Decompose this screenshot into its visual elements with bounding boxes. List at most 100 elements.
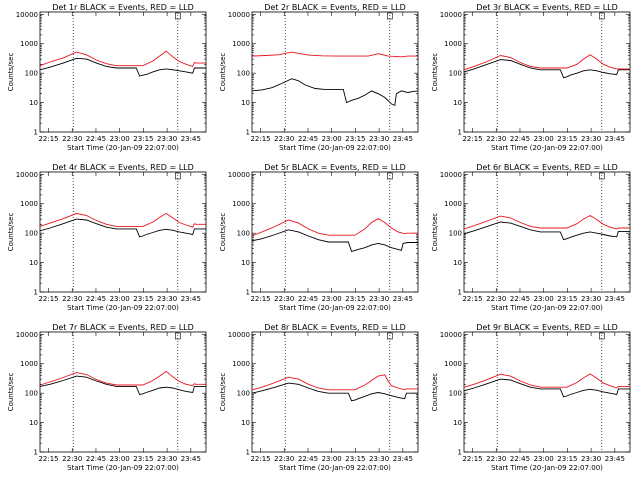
y-axis-label: Counts/sec (431, 213, 439, 252)
y-tick-label: 1 (34, 129, 38, 137)
marker-box (386, 332, 393, 340)
y-axis-label: Counts/sec (431, 53, 439, 92)
x-tick-label: 23:30 (157, 455, 177, 463)
y-tick-label: 1 (246, 449, 250, 457)
x-tick-label: 22:45 (298, 295, 318, 303)
x-tick-label: 22:45 (510, 455, 530, 463)
y-tick-label: 100 (449, 70, 462, 78)
events-series-line (39, 218, 206, 238)
x-tick-label: 23:00 (322, 295, 342, 303)
x-tick-label: 23:15 (345, 455, 365, 463)
x-axis-label: Start Time (20-Jan-09 22:07:00) (491, 144, 603, 152)
x-tick-label: 22:15 (38, 455, 58, 463)
chart-panel-8: 1 10 100 1000 10000 22:15 22:30 22:45 23:00 23:15… (219, 323, 419, 472)
x-tick-label: 23:45 (181, 455, 201, 463)
chart-panel-6: 1 10 100 1000 10000 22:15 22:30 22:45 23:00 23:15… (431, 163, 631, 312)
chart-panel-2: 1 10 100 1000 10000 22:15 22:30 22:45 23:00 23:15… (219, 3, 419, 152)
chart-panel-4: 1 10 100 1000 10000 22:15 22:30 22:45 23:00 23:15… (7, 163, 207, 312)
chart-title: Det 8r BLACK = Events, RED = LLD (264, 323, 406, 332)
y-tick-label: 10000 (440, 331, 462, 339)
x-axis-label: Start Time (20-Jan-09 22:07:00) (279, 304, 391, 312)
x-tick-label: 23:15 (133, 135, 153, 143)
chart-panel-7: 1 10 100 1000 10000 22:15 22:30 22:45 23:00 23:15… (7, 323, 207, 472)
x-tick-label: 23:00 (534, 455, 554, 463)
x-tick-label: 23:00 (110, 295, 130, 303)
x-tick-label: 23:15 (557, 135, 577, 143)
x-tick-label: 23:30 (369, 135, 389, 143)
lld-series-line (251, 374, 418, 391)
plot-frame (463, 11, 631, 133)
y-axis-label: Counts/sec (219, 213, 227, 252)
y-tick-label: 10000 (16, 11, 38, 19)
x-tick-label: 22:45 (86, 455, 106, 463)
x-tick-label: 23:00 (322, 135, 342, 143)
x-tick-label: 22:30 (274, 135, 294, 143)
marker-box (598, 332, 605, 340)
marker-box (386, 12, 393, 20)
y-tick-label: 100 (449, 390, 462, 398)
x-tick-label: 22:15 (462, 135, 482, 143)
chart-title: Det 4r BLACK = Events, RED = LLD (52, 163, 194, 172)
lld-series-line (463, 214, 630, 230)
y-tick-label: 10000 (16, 171, 38, 179)
x-tick-label: 23:30 (157, 295, 177, 303)
y-tick-label: 1000 (232, 360, 250, 368)
chart-title: Det 9r BLACK = Events, RED = LLD (476, 323, 618, 332)
y-tick-label: 100 (449, 230, 462, 238)
x-tick-label: 22:45 (510, 295, 530, 303)
plot-frame (251, 11, 419, 133)
x-tick-label: 22:15 (250, 135, 270, 143)
chart-panel-3: 1 10 100 1000 10000 22:15 22:30 22:45 23:00 23:15… (431, 3, 631, 152)
y-axis-label: Counts/sec (219, 53, 227, 92)
y-tick-label: 1000 (444, 360, 462, 368)
y-tick-label: 10 (453, 419, 462, 427)
events-series-line (463, 59, 630, 79)
x-tick-label: 23:30 (581, 455, 601, 463)
y-tick-label: 1000 (444, 40, 462, 48)
y-tick-label: 10000 (228, 171, 250, 179)
lld-series-line (39, 50, 206, 67)
x-tick-label: 23:15 (557, 295, 577, 303)
x-tick-label: 23:30 (581, 295, 601, 303)
events-series-line (251, 78, 419, 107)
x-tick-label: 23:45 (181, 295, 201, 303)
lld-series-line (463, 373, 630, 389)
x-tick-label: 22:45 (86, 295, 106, 303)
plot-frame (463, 331, 631, 453)
x-tick-label: 23:15 (345, 135, 365, 143)
y-tick-label: 1 (34, 289, 38, 297)
chart-title: Det 6r BLACK = Events, RED = LLD (476, 163, 618, 172)
y-tick-label: 100 (237, 390, 250, 398)
marker-box (386, 172, 393, 180)
y-tick-label: 1000 (444, 200, 462, 208)
x-tick-label: 22:30 (486, 295, 506, 303)
x-tick-label: 23:45 (605, 135, 625, 143)
x-tick-label: 22:15 (38, 295, 58, 303)
x-tick-label: 23:45 (393, 295, 413, 303)
x-tick-label: 22:45 (298, 135, 318, 143)
x-tick-label: 22:45 (510, 135, 530, 143)
x-tick-label: 22:30 (486, 455, 506, 463)
y-axis-label: Counts/sec (7, 53, 15, 92)
y-tick-label: 1 (458, 129, 462, 137)
y-axis-label: Counts/sec (431, 373, 439, 412)
events-series-line (39, 57, 206, 77)
plot-frame (251, 331, 419, 453)
y-axis-label: Counts/sec (7, 213, 15, 252)
y-tick-label: 1000 (20, 40, 38, 48)
y-tick-label: 10 (453, 259, 462, 267)
events-series-line (251, 229, 418, 252)
x-tick-label: 23:00 (534, 135, 554, 143)
y-tick-label: 1 (458, 449, 462, 457)
x-tick-label: 23:00 (110, 455, 130, 463)
x-tick-label: 22:30 (274, 455, 294, 463)
y-tick-label: 100 (25, 230, 38, 238)
x-tick-label: 22:30 (62, 455, 82, 463)
chart-panel-5: 1 10 100 1000 10000 22:15 22:30 22:45 23:00 23:15… (219, 163, 419, 312)
y-tick-label: 10 (29, 99, 38, 107)
y-axis-label: Counts/sec (7, 373, 15, 412)
x-tick-label: 22:15 (462, 295, 482, 303)
x-tick-label: 22:15 (38, 135, 58, 143)
x-tick-label: 22:45 (298, 455, 318, 463)
chart-title: Det 3r BLACK = Events, RED = LLD (476, 3, 618, 12)
